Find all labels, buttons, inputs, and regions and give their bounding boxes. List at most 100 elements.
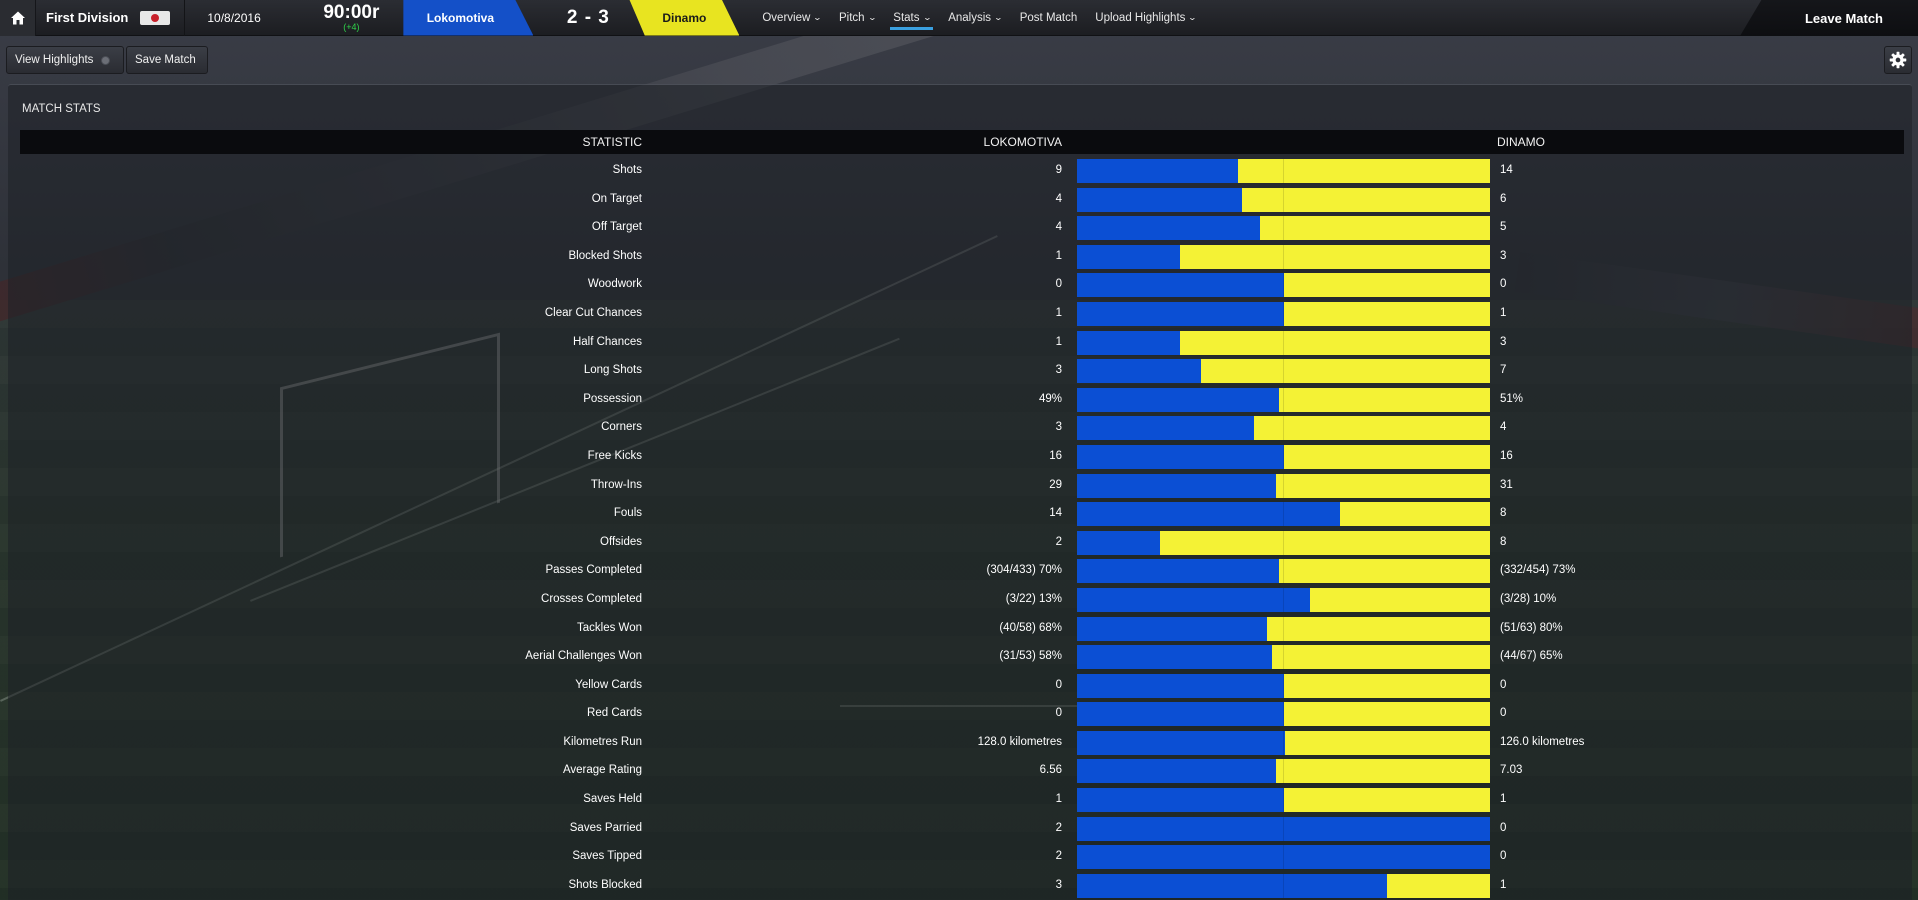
home-stat-value: 0 bbox=[1055, 678, 1062, 691]
away-stat-value: 7.03 bbox=[1500, 764, 1523, 777]
away-stat-value: 3 bbox=[1500, 335, 1507, 348]
match-toolbar: View Highlights Save Match bbox=[0, 44, 1918, 76]
chevron-down-icon: ⌄ bbox=[993, 13, 1004, 22]
home-share-fill bbox=[1077, 816, 1490, 841]
stat-label: Average Rating bbox=[562, 764, 642, 777]
stat-label: Free Kicks bbox=[587, 449, 642, 462]
tab-post-match[interactable]: Post Match bbox=[1011, 0, 1087, 36]
home-stat-value: 2 bbox=[1055, 821, 1062, 834]
away-stat-value: 16 bbox=[1500, 449, 1513, 462]
home-share-fill bbox=[1077, 187, 1243, 212]
stat-row: Kilometres Run 128.0 kilometres 126.0 kilo… bbox=[20, 729, 1904, 758]
stat-comparison-bar bbox=[1077, 845, 1490, 870]
added-time: (+4) bbox=[343, 22, 360, 32]
competition-name[interactable]: First Division bbox=[46, 10, 129, 25]
match-time: 90:00r bbox=[323, 2, 380, 23]
home-stat-value: 29 bbox=[1049, 478, 1062, 491]
stat-row: Shots 9 14 bbox=[20, 157, 1904, 186]
stat-comparison-bar bbox=[1077, 759, 1490, 784]
tab-label: Post Match bbox=[1019, 11, 1078, 24]
stat-row: Shots Blocked 3 1 bbox=[20, 872, 1904, 900]
match-clock: 90:00r (+4) bbox=[309, 3, 393, 32]
home-share-fill bbox=[1077, 387, 1280, 412]
stat-comparison-bar bbox=[1077, 187, 1490, 212]
tab-label: Upload Highlights bbox=[1095, 11, 1186, 24]
away-column-header[interactable]: DINAMO bbox=[1497, 135, 1545, 149]
stat-label: Saves Tipped bbox=[572, 850, 642, 863]
stat-row: Throw-Ins 29 31 bbox=[20, 472, 1904, 501]
stats-header-row: STATISTIC LOKOMOTIVA DINAMO bbox=[20, 130, 1904, 154]
stat-row: Corners 3 4 bbox=[20, 414, 1904, 443]
toggle-indicator-icon bbox=[101, 55, 111, 65]
stat-comparison-bar bbox=[1077, 673, 1490, 698]
stat-comparison-bar bbox=[1077, 216, 1490, 241]
home-column-header[interactable]: LOKOMOTIVA bbox=[983, 135, 1062, 149]
home-share-fill bbox=[1077, 301, 1284, 326]
home-share-fill bbox=[1077, 873, 1387, 898]
stat-row: Aerial Challenges Won (31/53) 58% (44/67) … bbox=[20, 643, 1904, 672]
tab-analysis[interactable]: Analysis ⌄ bbox=[939, 0, 1011, 36]
stat-label: Woodwork bbox=[587, 278, 642, 291]
home-icon bbox=[10, 11, 25, 24]
stat-comparison-bar bbox=[1077, 645, 1490, 670]
stat-row: On Target 4 6 bbox=[20, 186, 1904, 215]
statistic-column-header[interactable]: STATISTIC bbox=[582, 135, 642, 149]
stat-comparison-bar bbox=[1077, 587, 1490, 612]
home-team-badge[interactable]: Lokomotiva bbox=[403, 0, 534, 36]
home-stat-value: 14 bbox=[1049, 507, 1062, 520]
leave-match-label: Leave Match bbox=[1804, 10, 1884, 26]
home-share-fill bbox=[1077, 473, 1277, 498]
home-share-fill bbox=[1077, 559, 1280, 584]
save-match-button[interactable]: Save Match bbox=[126, 46, 208, 74]
match-header-bar: First Division 10/8/2016 90:00r (+4) Lok… bbox=[0, 0, 1918, 36]
tab-overview[interactable]: Overview ⌄ bbox=[753, 0, 830, 36]
stat-row: Yellow Cards 0 0 bbox=[20, 672, 1904, 701]
view-highlights-button[interactable]: View Highlights bbox=[6, 46, 124, 74]
stat-comparison-bar bbox=[1077, 730, 1490, 755]
home-stat-value: 2 bbox=[1055, 850, 1062, 863]
tab-pitch[interactable]: Pitch ⌄ bbox=[830, 0, 884, 36]
panel-title: MATCH STATS bbox=[22, 103, 101, 115]
away-stat-value: 31 bbox=[1500, 478, 1513, 491]
stat-label: Fouls bbox=[613, 507, 642, 520]
chevron-down-icon: ⌄ bbox=[867, 13, 877, 22]
stat-label: Shots bbox=[612, 164, 642, 176]
settings-button[interactable] bbox=[1884, 46, 1912, 74]
stat-row: Saves Parried 2 0 bbox=[20, 815, 1904, 844]
stat-row: Saves Held 1 1 bbox=[20, 786, 1904, 815]
away-stat-value: 0 bbox=[1500, 821, 1507, 834]
home-button[interactable] bbox=[0, 0, 36, 36]
stat-label: Throw-Ins bbox=[590, 478, 642, 491]
home-share-fill bbox=[1077, 587, 1311, 612]
home-stat-value: 3 bbox=[1055, 364, 1062, 377]
home-stat-value: 0 bbox=[1055, 707, 1062, 720]
stat-comparison-bar bbox=[1077, 702, 1490, 727]
stat-label: Saves Parried bbox=[569, 821, 642, 834]
leave-match-button[interactable]: Leave Match bbox=[1740, 0, 1918, 36]
away-stat-value: 1 bbox=[1500, 306, 1507, 319]
stat-row: Clear Cut Chances 1 1 bbox=[20, 300, 1904, 329]
stat-row: Average Rating 6.56 7.03 bbox=[20, 757, 1904, 786]
away-team-badge[interactable]: Dinamo bbox=[629, 0, 740, 36]
home-stat-value: (3/22) 13% bbox=[1005, 592, 1062, 605]
away-stat-value: 0 bbox=[1500, 850, 1507, 863]
view-highlights-label: View Highlights bbox=[15, 54, 94, 66]
home-stat-value: (304/433) 70% bbox=[986, 564, 1062, 577]
stat-comparison-bar bbox=[1077, 444, 1490, 469]
gear-icon bbox=[1889, 51, 1907, 69]
stat-label: Red Cards bbox=[587, 707, 642, 720]
tab-stats[interactable]: Stats ⌄ bbox=[884, 0, 939, 36]
stat-label: Half Chances bbox=[572, 335, 642, 348]
tab-label: Analysis bbox=[948, 11, 992, 24]
stat-label: Long Shots bbox=[583, 364, 642, 377]
home-stat-value: 1 bbox=[1055, 793, 1062, 806]
home-share-fill bbox=[1077, 216, 1261, 241]
away-team-name: Dinamo bbox=[662, 10, 707, 25]
home-share-fill bbox=[1077, 759, 1277, 784]
tab-upload-highlights[interactable]: Upload Highlights ⌄ bbox=[1086, 0, 1205, 36]
match-stats-panel: MATCH STATS STATISTIC LOKOMOTIVA DINAMO … bbox=[8, 84, 1912, 900]
away-stat-value: 5 bbox=[1500, 221, 1507, 234]
away-stat-value: (51/63) 80% bbox=[1500, 621, 1563, 634]
home-stat-value: 4 bbox=[1055, 221, 1062, 234]
stat-label: Blocked Shots bbox=[568, 249, 642, 262]
